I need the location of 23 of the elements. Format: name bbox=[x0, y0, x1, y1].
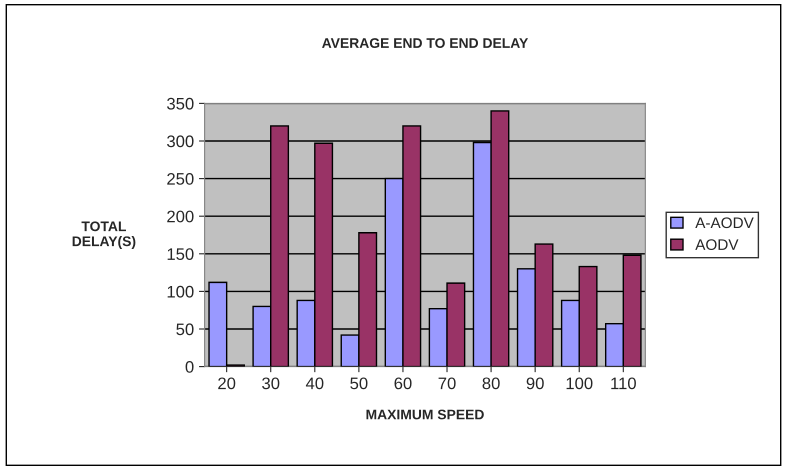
y-tick-label: 0 bbox=[186, 361, 194, 373]
x-tick-label: 100 bbox=[566, 377, 592, 390]
y-tick-label: 300 bbox=[167, 135, 194, 148]
y-tick-label: 100 bbox=[168, 286, 194, 298]
y-tick-label: 200 bbox=[167, 210, 194, 222]
x-tick-label: 60 bbox=[394, 377, 412, 390]
y-tick-label: 150 bbox=[168, 248, 194, 260]
x-tick-label: 110 bbox=[611, 377, 636, 390]
x-tick-label: 30 bbox=[262, 377, 280, 390]
x-axis-title: MAXIMUM SPEED bbox=[366, 410, 484, 420]
legend-label: AODV bbox=[695, 239, 738, 250]
x-tick-label: 90 bbox=[526, 377, 544, 390]
x-tick-label: 70 bbox=[438, 377, 456, 390]
y-axis-title: TOTAL DELAY(S) bbox=[72, 221, 136, 249]
x-tick-label: 40 bbox=[306, 377, 324, 390]
x-tick-label: 80 bbox=[482, 377, 500, 390]
chart-title: AVERAGE END TO END DELAY bbox=[322, 38, 528, 48]
y-tick-label: 50 bbox=[176, 323, 194, 336]
y-tick-label: 350 bbox=[167, 98, 194, 110]
x-tick-label: 50 bbox=[350, 377, 368, 390]
legend-label: A-AODV bbox=[695, 217, 754, 228]
y-tick-label: 250 bbox=[167, 173, 194, 185]
x-tick-label: 20 bbox=[218, 377, 236, 390]
